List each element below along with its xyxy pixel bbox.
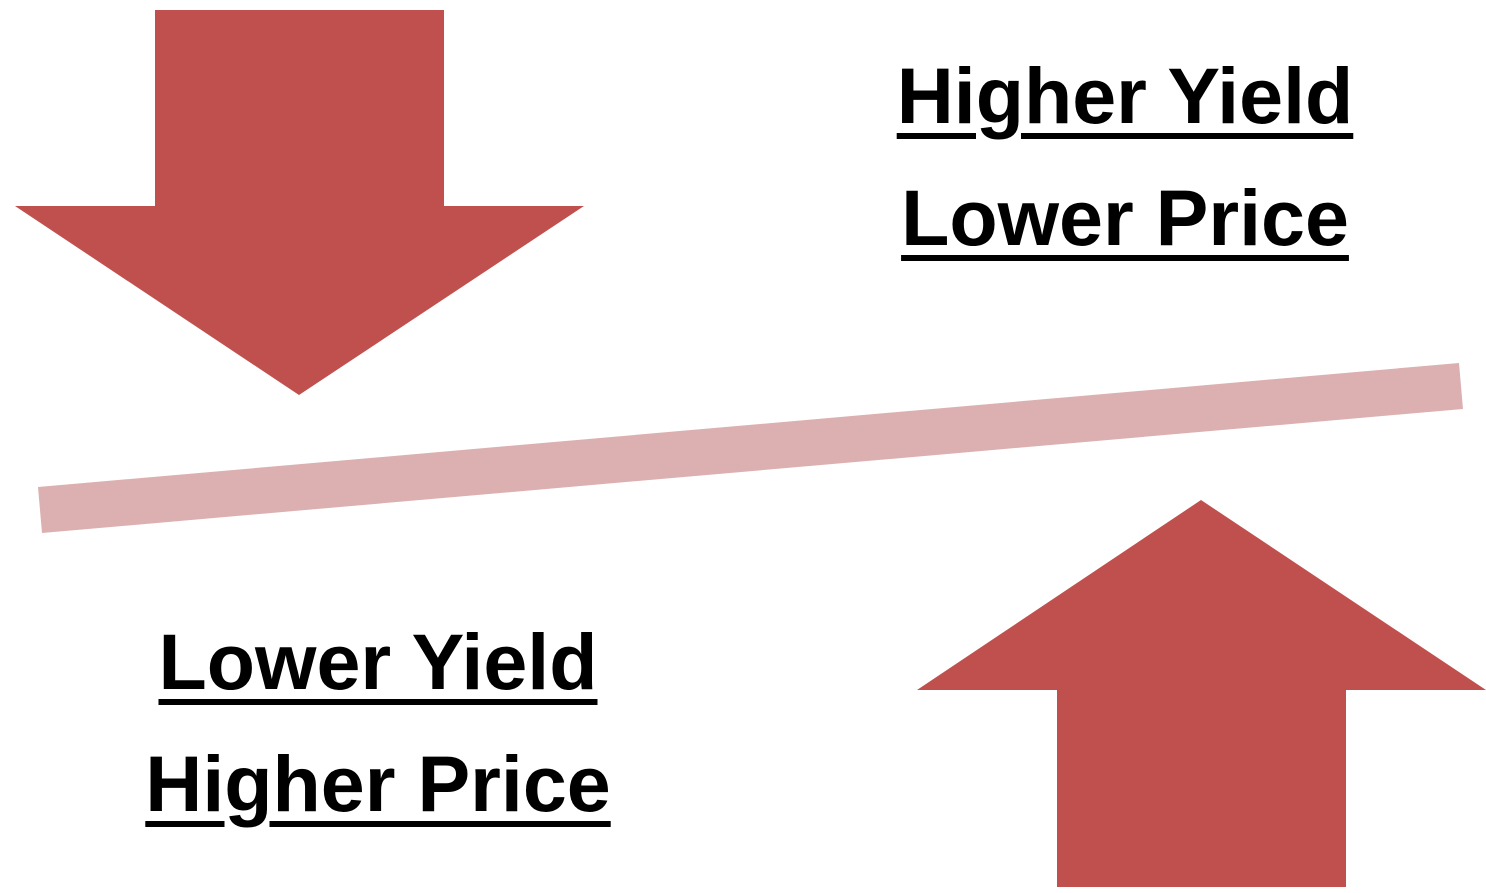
- lower-yield-text: Lower Yield: [158, 617, 598, 706]
- higher-yield-text: Higher Yield: [896, 51, 1354, 140]
- lower-price-text: Lower Price: [901, 173, 1349, 262]
- up-arrow-icon: [917, 500, 1486, 887]
- higher-price-text: Higher Price: [145, 739, 611, 828]
- higher-yield-lower-price-label: Higher Yield Lower Price: [815, 46, 1435, 268]
- down-arrow-icon: [15, 10, 584, 395]
- seesaw-bar: [38, 363, 1463, 533]
- lower-yield-higher-price-label: Lower Yield Higher Price: [68, 612, 688, 834]
